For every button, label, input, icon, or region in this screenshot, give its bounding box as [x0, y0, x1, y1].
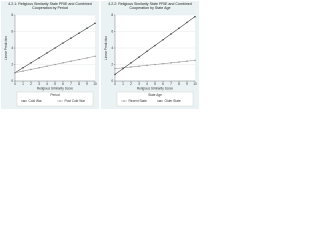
point [46, 52, 48, 54]
point [94, 55, 96, 58]
legend-label: Recent State [129, 99, 148, 103]
chart-title: 4.2.1: Religious Similarity State PRIE a… [8, 2, 92, 11]
x-tick-label: 6 [162, 82, 164, 86]
point [54, 47, 56, 49]
point [114, 67, 116, 70]
point [122, 67, 124, 70]
point [70, 60, 72, 62]
figure: 4.2.1: Religious Similarity State PRIE a… [0, 0, 200, 110]
y-axis-label: Linear Prediction [4, 36, 8, 60]
point [62, 42, 64, 44]
point [38, 57, 40, 59]
x-tick-label: 8 [178, 82, 180, 86]
point [162, 62, 164, 65]
x-axis-label: Religious Similarity Score [37, 86, 73, 90]
point [22, 70, 24, 72]
point [138, 65, 140, 67]
x-tick-label: 9 [186, 82, 188, 86]
point [30, 62, 32, 64]
legend-label: Cold War [29, 99, 43, 103]
x-tick-label: 10 [193, 82, 197, 86]
point [130, 62, 132, 64]
y-tick-label: 8 [11, 13, 13, 17]
legend-marker [123, 100, 125, 102]
y-tick-label: 4 [111, 46, 113, 50]
point [14, 71, 16, 74]
point [186, 21, 188, 24]
x-tick-label: 0 [14, 82, 16, 86]
point [162, 38, 164, 41]
point [170, 33, 172, 35]
point [186, 60, 188, 62]
y-tick-label: 6 [11, 29, 13, 33]
x-tick-label: 4 [146, 82, 148, 86]
x-tick-label: 0 [114, 82, 116, 86]
point [154, 63, 156, 66]
point [94, 22, 96, 25]
y-tick-label: 4 [11, 46, 13, 50]
x-tick-label: 4 [46, 82, 48, 86]
point [130, 66, 132, 68]
x-tick-label: 3 [38, 82, 40, 86]
legend-box [116, 91, 194, 107]
x-tick-label: 3 [138, 82, 140, 86]
y-tick-label: 2 [11, 62, 13, 66]
point [178, 27, 180, 30]
chart-panel: 4.2.1: Religious Similarity State PRIE a… [1, 1, 99, 109]
point [146, 64, 148, 67]
x-tick-label: 7 [170, 82, 172, 86]
x-tick-label: 1 [122, 82, 124, 86]
legend-title: Period [50, 93, 59, 97]
y-tick-label: 8 [111, 13, 113, 17]
point [146, 50, 148, 53]
point [170, 62, 172, 64]
x-tick-label: 2 [30, 82, 32, 86]
point [78, 58, 80, 61]
legend-label: Older State [165, 99, 181, 103]
legend-title: State Age [148, 93, 162, 97]
x-tick-label: 9 [86, 82, 88, 86]
y-tick-label: 2 [111, 62, 113, 66]
x-tick-label: 5 [154, 82, 156, 86]
point [22, 67, 24, 69]
point [194, 15, 196, 18]
x-tick-label: 7 [70, 82, 72, 86]
point [38, 67, 40, 69]
point [86, 57, 88, 59]
x-tick-label: 2 [130, 82, 132, 86]
point [78, 32, 80, 34]
x-axis-label: Religious Similarity Score [137, 86, 173, 90]
point [154, 44, 156, 47]
legend-marker [59, 100, 61, 102]
point [138, 56, 140, 58]
point [86, 27, 88, 30]
point [46, 65, 48, 67]
point [62, 62, 64, 64]
legend-label: Post Cold War [65, 99, 86, 103]
legend-marker [23, 100, 25, 102]
point [114, 73, 116, 76]
x-tick-label: 1 [22, 82, 24, 86]
chart-panel: 4.2.2: Religious Similarity State PRIE a… [101, 1, 199, 109]
legend-marker [159, 100, 161, 102]
y-tick-label: 6 [111, 29, 113, 33]
y-tick-label: 0 [111, 79, 113, 83]
point [70, 37, 72, 39]
point [194, 59, 196, 62]
point [178, 61, 180, 63]
chart-title: 4.2.2: Religious Similarity State PRIE a… [108, 2, 192, 11]
legend-box [16, 91, 94, 107]
x-tick-label: 6 [62, 82, 64, 86]
x-tick-label: 5 [54, 82, 56, 86]
x-tick-label: 8 [78, 82, 80, 86]
y-tick-label: 0 [11, 79, 13, 83]
point [30, 68, 32, 71]
y-axis-label: Linear Prediction [104, 36, 108, 60]
x-tick-label: 10 [93, 82, 97, 86]
point [54, 63, 56, 66]
